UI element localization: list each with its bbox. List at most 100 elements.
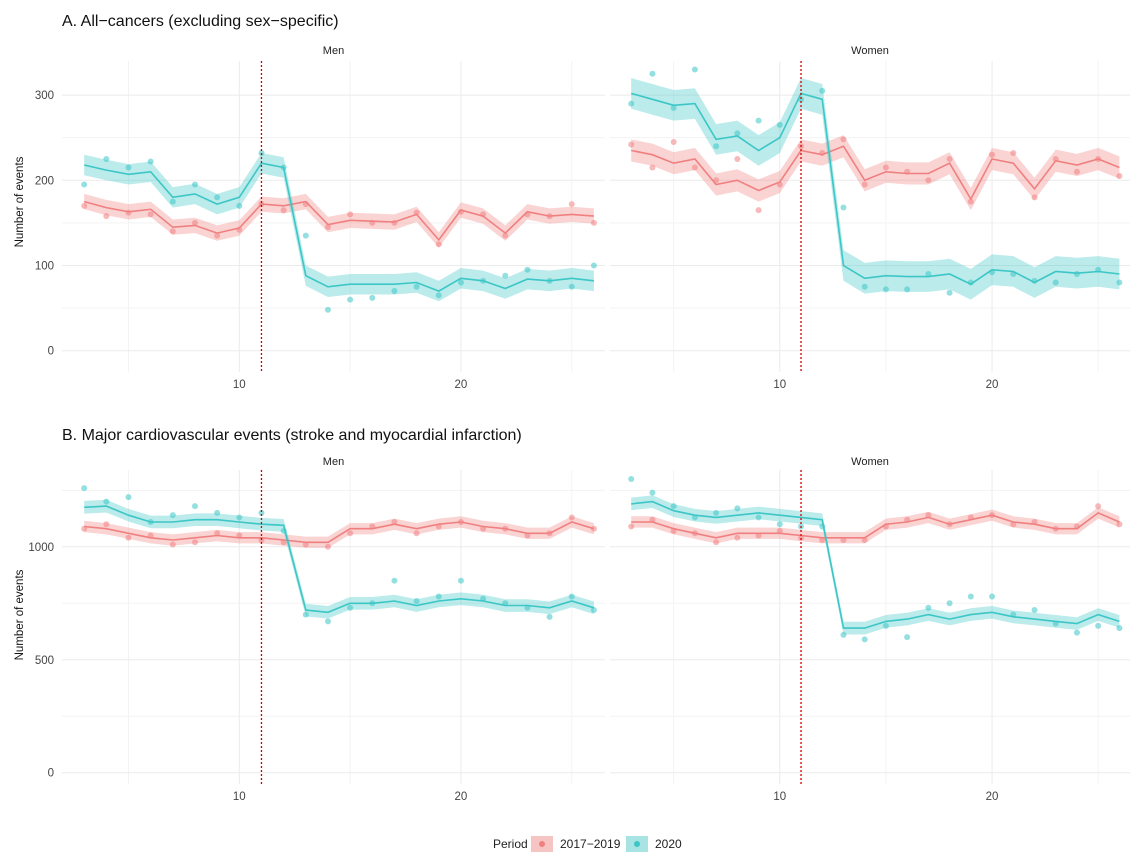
data-point [840,136,847,143]
data-point [649,70,656,77]
data-point [502,272,509,279]
facet-strip-label: Women [851,45,889,57]
data-point [125,534,132,541]
legend: Period 2017−2019 2020 [493,836,682,852]
y-tick-label: 0 [48,346,54,358]
data-point [502,232,509,239]
data-point [946,600,953,607]
data-point [568,593,575,600]
data-point [391,288,398,295]
data-point [1073,168,1080,175]
data-point [236,514,243,521]
data-point [1116,625,1123,632]
data-point [347,604,354,611]
facet-strip-label: Women [851,456,889,468]
data-point [628,141,635,148]
data-point [628,523,635,530]
data-point [191,539,198,546]
y-tick-label: 0 [48,768,54,780]
data-point [649,516,656,523]
fitted-line [84,505,595,614]
data-point [191,503,198,510]
data-point [125,494,132,501]
data-point [435,593,442,600]
data-point [103,213,110,220]
data-point [280,207,287,214]
data-point [734,534,741,541]
data-point [713,509,720,516]
data-point [1010,150,1017,157]
data-point [568,201,575,208]
data-point [590,607,597,614]
series-2017-2019 [81,514,597,550]
data-point [81,202,88,209]
x-tick-label: 10 [233,379,246,391]
data-point [236,202,243,209]
data-point [628,100,635,107]
data-point [214,232,221,239]
facet-strip-label: Men [323,456,344,468]
data-point [347,530,354,537]
confidence-band [84,516,594,548]
data-point [590,219,597,226]
data-point [861,636,868,643]
panel-b-title: B. Major cardiovascular events (stroke a… [62,427,522,444]
data-point [324,618,331,625]
data-point [649,489,656,496]
x-tick-label: 20 [986,379,999,391]
data-point [324,306,331,313]
data-point [925,604,932,611]
data-point [125,209,132,216]
legend-dot-2017-2019 [539,841,545,847]
data-point [258,509,265,516]
data-point [819,87,826,94]
data-point [81,181,88,188]
data-point [1095,503,1102,510]
y-tick-label: 300 [35,90,54,102]
data-point [628,476,635,483]
panel-a-ylabel: Number of events [14,156,26,247]
data-point [670,503,677,510]
data-point [369,294,376,301]
data-point [840,204,847,211]
panel-a-title: A. All−cancers (excluding sex−specific) [62,13,339,30]
data-point [347,211,354,218]
y-tick-label: 200 [35,175,54,187]
legend-label-2020: 2020 [655,837,682,851]
data-point [691,66,698,73]
data-point [103,521,110,528]
data-point [1052,279,1059,286]
facet-strip-label: Men [323,45,344,57]
data-point [169,512,176,519]
confidence-band [631,495,1120,635]
x-tick-label: 10 [773,791,786,803]
fitted-line [631,500,1120,629]
data-point [904,634,911,641]
facet-b-women: Women 10 20 [610,456,1130,803]
data-point [861,283,868,290]
data-point [302,611,309,618]
confidence-band [631,135,1120,211]
data-point [946,155,953,162]
data-point [169,228,176,235]
confidence-band [631,78,1120,300]
y-tick-label: 500 [35,655,54,667]
data-point [1073,271,1080,278]
data-point [324,543,331,550]
x-tick-label: 20 [455,379,468,391]
data-point [413,598,420,605]
data-point [882,164,889,171]
data-point [125,164,132,171]
data-point [1116,173,1123,180]
data-point [734,505,741,512]
data-point [670,104,677,111]
data-point [925,512,932,519]
data-point [169,198,176,205]
data-point [670,138,677,145]
data-point [713,539,720,546]
data-point [457,279,464,286]
data-point [734,130,741,137]
fitted-line [631,145,1120,201]
